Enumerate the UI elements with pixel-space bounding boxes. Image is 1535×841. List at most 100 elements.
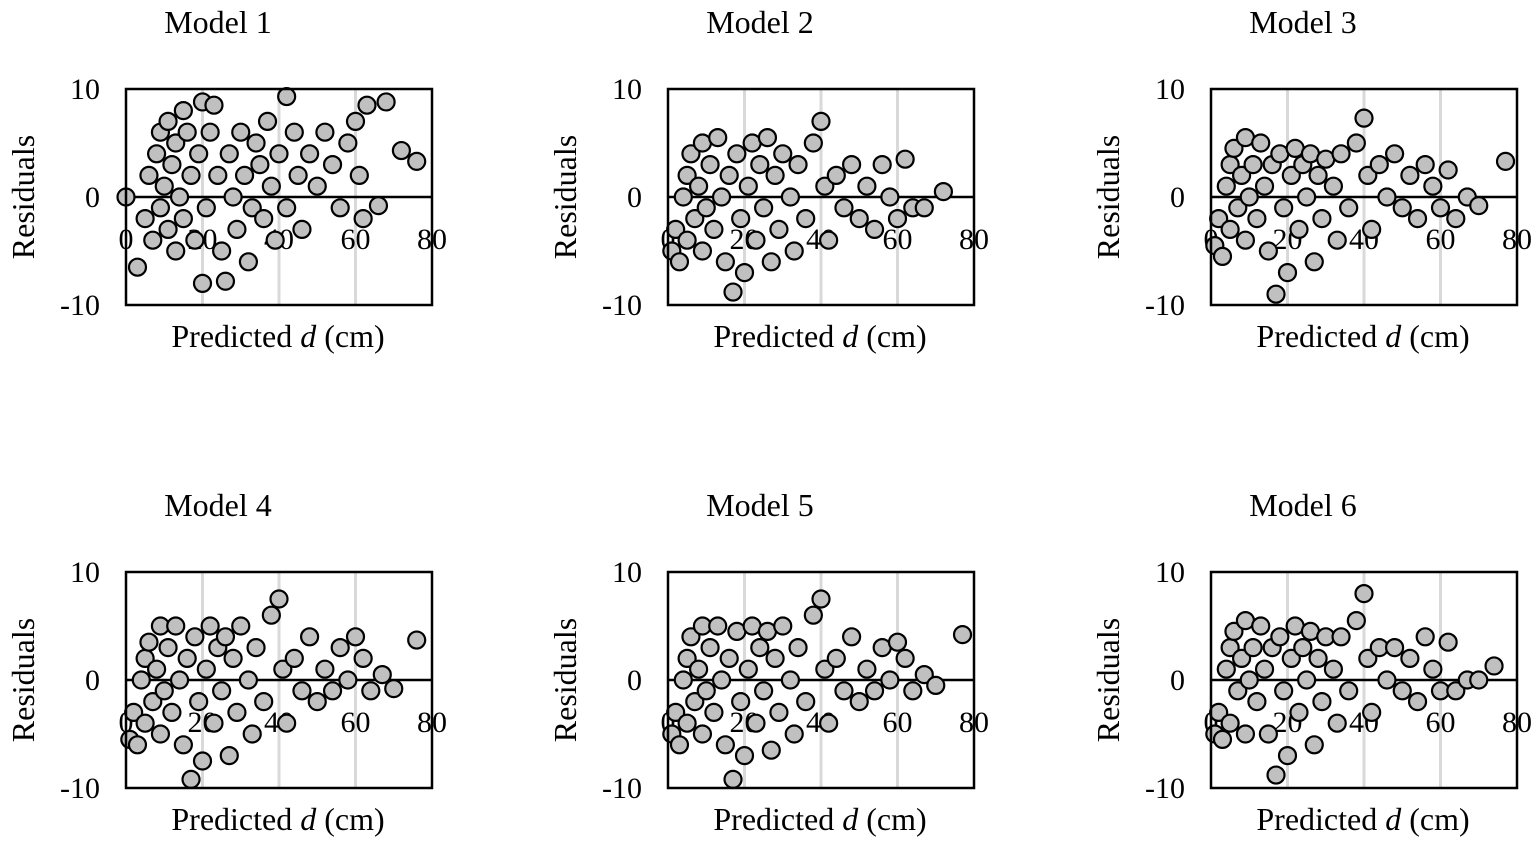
data-point xyxy=(796,691,816,712)
data-point xyxy=(784,724,804,744)
y-tick-label: -10 xyxy=(602,772,642,805)
x-label-prefix: Predicted xyxy=(171,318,300,354)
x-tick-label: 60 xyxy=(1426,223,1456,256)
data-point xyxy=(746,230,766,250)
data-point xyxy=(1354,583,1374,604)
subplot-model-4: Model 4020406080100-10ResidualsPredicted… xyxy=(5,487,447,837)
data-point xyxy=(169,187,190,207)
data-point xyxy=(261,605,281,625)
data-point xyxy=(349,165,369,185)
data-point xyxy=(1339,198,1359,218)
data-point xyxy=(731,209,751,229)
data-point xyxy=(834,681,854,701)
data-point xyxy=(147,659,167,679)
subplot-title: Model 1 xyxy=(164,4,272,40)
data-point xyxy=(1423,659,1443,679)
data-point xyxy=(669,735,690,755)
data-point xyxy=(1224,621,1244,642)
x-label-prefix: Predicted xyxy=(713,801,842,837)
data-point xyxy=(192,273,213,293)
data-point xyxy=(903,681,923,701)
data-point xyxy=(200,122,220,142)
plot-frame xyxy=(124,570,434,790)
data-point xyxy=(711,187,732,207)
data-point xyxy=(257,111,278,132)
data-point xyxy=(1251,616,1271,636)
y-tick-label: 0 xyxy=(627,664,642,697)
data-point xyxy=(738,659,758,679)
data-point xyxy=(127,257,148,277)
y-axis-label: Residuals xyxy=(1090,618,1126,742)
data-point xyxy=(1243,637,1263,658)
subplot-model-3: Model 3020406080100-10ResidualsPredicted… xyxy=(1090,4,1532,354)
data-point xyxy=(288,165,308,185)
data-point xyxy=(1231,165,1252,185)
data-point xyxy=(826,165,846,185)
data-point xyxy=(688,176,709,196)
data-point xyxy=(1247,209,1267,229)
data-point xyxy=(914,198,934,218)
plot-frame xyxy=(1209,570,1519,790)
data-point xyxy=(1308,648,1328,669)
data-point xyxy=(269,589,289,609)
x-label-variable: d xyxy=(842,318,859,354)
data-point xyxy=(880,187,900,207)
data-point xyxy=(1323,659,1344,679)
data-point xyxy=(727,144,747,164)
data-point xyxy=(673,670,693,690)
data-point xyxy=(757,128,778,148)
data-point xyxy=(715,735,735,755)
data-point xyxy=(765,648,785,669)
data-point xyxy=(1358,165,1378,185)
data-point xyxy=(384,679,404,699)
data-point xyxy=(1354,108,1374,128)
data-point xyxy=(681,627,701,647)
x-label-unit: (cm) xyxy=(316,801,384,837)
data-point xyxy=(811,589,831,609)
data-point xyxy=(1224,138,1244,158)
y-tick-label: -10 xyxy=(60,772,100,805)
data-point xyxy=(926,675,946,696)
data-point xyxy=(1297,670,1317,690)
data-point xyxy=(685,209,705,229)
x-label-variable: d xyxy=(842,801,859,837)
data-point xyxy=(177,648,197,669)
data-point xyxy=(215,627,236,647)
data-point xyxy=(376,92,396,112)
x-axis-label: Predicted d (cm) xyxy=(171,318,384,354)
x-label-prefix: Predicted xyxy=(713,318,842,354)
x-label-prefix: Predicted xyxy=(1256,801,1385,837)
data-point xyxy=(933,182,954,202)
data-point xyxy=(242,724,262,744)
data-point xyxy=(158,111,178,132)
data-point xyxy=(158,219,178,239)
x-label-prefix: Predicted xyxy=(171,801,300,837)
y-tick-label: 10 xyxy=(612,73,642,106)
data-point xyxy=(1289,702,1309,723)
data-point xyxy=(162,155,182,175)
data-point xyxy=(173,209,193,229)
data-point xyxy=(1415,627,1435,647)
data-point xyxy=(669,252,690,272)
data-point xyxy=(200,616,220,636)
data-point xyxy=(265,230,285,250)
data-point xyxy=(1212,246,1233,266)
data-point xyxy=(1384,637,1405,658)
data-point xyxy=(704,219,724,239)
subplot-title: Model 2 xyxy=(706,4,814,40)
data-point xyxy=(254,209,274,229)
data-point xyxy=(1231,648,1252,669)
data-point xyxy=(696,198,716,218)
data-point xyxy=(307,691,327,712)
data-point xyxy=(1304,735,1324,755)
x-label-unit: (cm) xyxy=(1401,801,1469,837)
data-point xyxy=(254,691,274,712)
data-point xyxy=(750,155,770,175)
x-tick-label: 60 xyxy=(341,223,371,256)
data-point xyxy=(880,670,900,690)
data-point xyxy=(1274,198,1294,218)
subplot-title: Model 5 xyxy=(706,487,814,523)
subplot-title: Model 4 xyxy=(164,487,272,523)
subplot-title: Model 3 xyxy=(1249,4,1357,40)
data-point xyxy=(1438,632,1458,652)
